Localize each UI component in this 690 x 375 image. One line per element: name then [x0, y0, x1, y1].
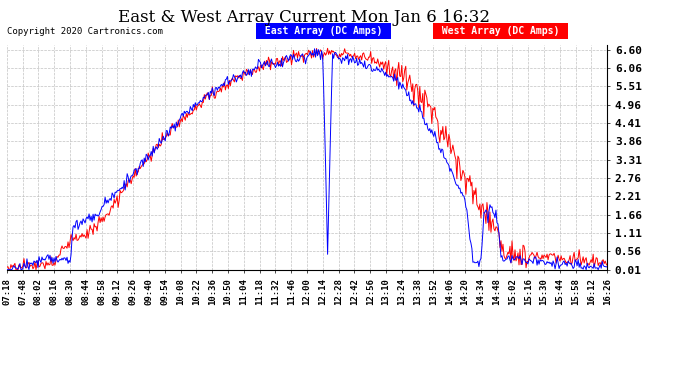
Text: East & West Array Current Mon Jan 6 16:32: East & West Array Current Mon Jan 6 16:3…	[117, 9, 490, 26]
Text: East Array (DC Amps): East Array (DC Amps)	[259, 26, 388, 36]
Text: Copyright 2020 Cartronics.com: Copyright 2020 Cartronics.com	[7, 27, 163, 36]
Text: West Array (DC Amps): West Array (DC Amps)	[436, 26, 565, 36]
